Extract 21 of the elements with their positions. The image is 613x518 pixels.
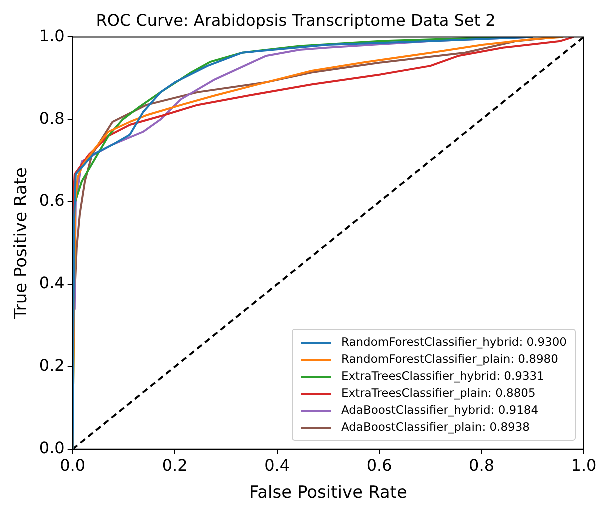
legend-label: ExtraTreesClassifier_hybrid: 0.9331 <box>341 368 544 386</box>
y-axis-title: True Positive Rate <box>12 168 32 320</box>
x-tick-label: 0.4 <box>264 456 290 476</box>
legend-label: RandomForestClassifier_plain: 0.8980 <box>341 351 558 368</box>
y-tick-label: 0.8 <box>39 108 65 128</box>
y-tick-label: 0.2 <box>39 356 65 376</box>
x-tick-label: 0.0 <box>60 456 86 476</box>
x-axis-title: False Positive Rate <box>249 483 408 504</box>
legend-label: ExtraTreesClassifier_plain: 0.8805 <box>341 385 536 402</box>
x-tick-label: 0.8 <box>469 456 494 476</box>
y-tick-label: 1.0 <box>39 26 65 46</box>
legend-label: AdaBoostClassifier_plain: 0.8938 <box>341 419 530 436</box>
legend-label: AdaBoostClassifier_hybrid: 0.9184 <box>341 402 539 420</box>
legend-label: RandomForestClassifier_hybrid: 0.9300 <box>341 334 567 352</box>
x-tick-label: 0.2 <box>162 456 188 476</box>
x-tick-label: 1.0 <box>571 456 597 476</box>
chart-title: ROC Curve: Arabidopsis Transcriptome Data Set 2 <box>96 10 496 30</box>
y-tick-label: 0.0 <box>39 438 65 458</box>
x-tick-label: 0.6 <box>366 456 392 476</box>
y-tick-label: 0.6 <box>39 191 65 210</box>
y-tick-label: 0.4 <box>39 274 65 293</box>
